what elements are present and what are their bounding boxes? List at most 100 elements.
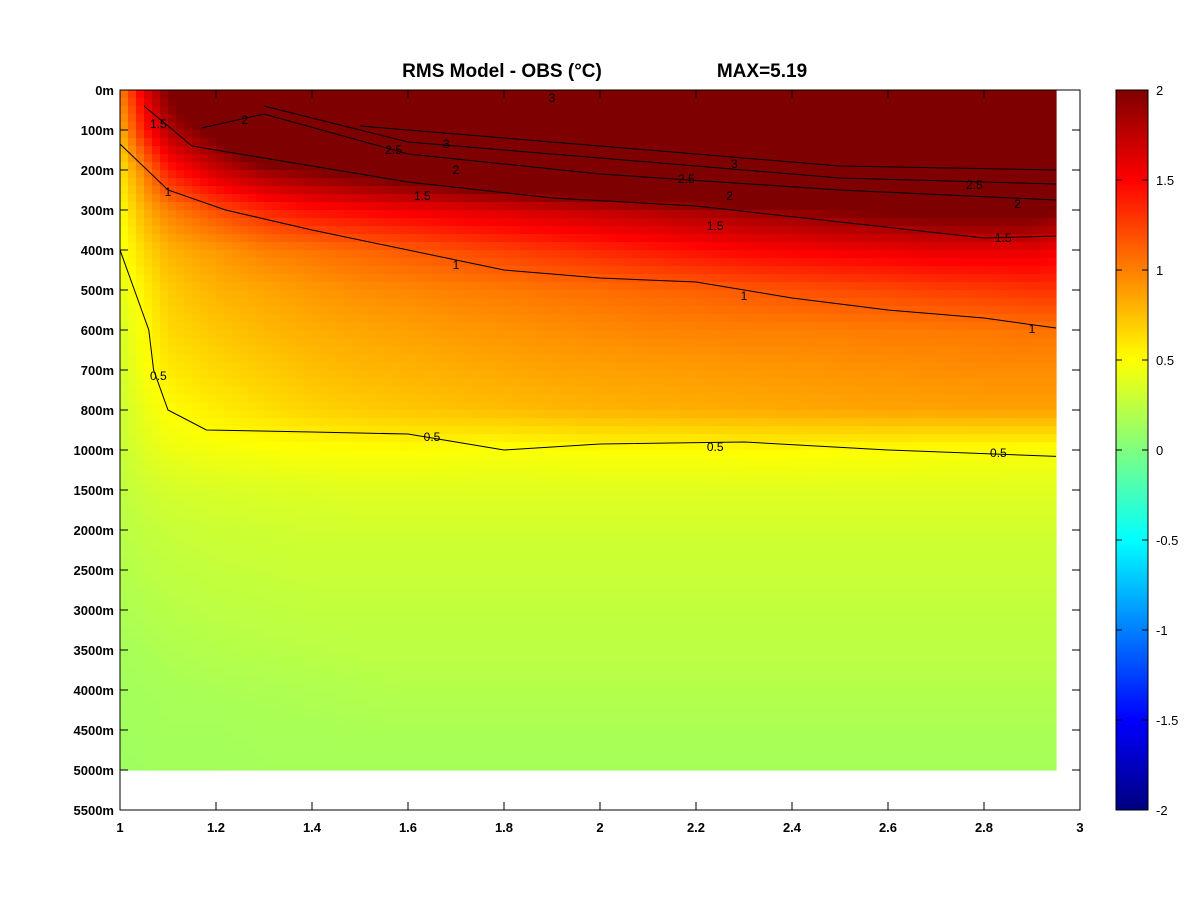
heatmap-cell <box>712 114 721 123</box>
heatmap-cell <box>800 394 809 403</box>
heatmap-cell <box>664 162 673 171</box>
heatmap-cell <box>128 178 137 187</box>
heatmap-cell <box>920 338 929 347</box>
heatmap-cell <box>704 306 713 315</box>
heatmap-cell <box>744 106 753 115</box>
heatmap-cell <box>312 290 321 299</box>
heatmap-cell <box>648 226 657 235</box>
heatmap-cell <box>928 290 937 299</box>
heatmap-cell <box>952 418 961 427</box>
heatmap-cell <box>560 274 569 283</box>
heatmap-cell <box>664 90 673 99</box>
heatmap-cell <box>344 282 353 291</box>
heatmap-cell <box>184 234 193 243</box>
heatmap-cell <box>256 210 265 219</box>
heatmap-cell <box>368 226 377 235</box>
heatmap-cell <box>1000 362 1009 371</box>
heatmap-cell <box>304 274 313 283</box>
heatmap-cell <box>1016 162 1025 171</box>
heatmap-cell <box>544 410 553 419</box>
heatmap-cell <box>1008 138 1017 147</box>
heatmap-cell <box>136 322 145 331</box>
heatmap-cell <box>992 154 1001 163</box>
heatmap-cell <box>840 354 849 363</box>
heatmap-cell <box>568 402 577 411</box>
heatmap-cell <box>312 314 321 323</box>
heatmap-cell <box>384 338 393 347</box>
heatmap-cell <box>1000 218 1009 227</box>
heatmap-cell <box>480 250 489 259</box>
heatmap-cell <box>344 258 353 267</box>
heatmap-cell <box>536 274 545 283</box>
heatmap-cell <box>1048 266 1057 275</box>
heatmap-cell <box>632 186 641 195</box>
heatmap-cell <box>256 354 265 363</box>
heatmap-cell <box>168 138 177 147</box>
heatmap-cell <box>768 202 777 211</box>
heatmap-cell <box>760 218 769 227</box>
heatmap-cell <box>416 194 425 203</box>
heatmap-cell <box>776 370 785 379</box>
heatmap-cell <box>696 154 705 163</box>
heatmap-cell <box>888 234 897 243</box>
heatmap-cell <box>816 242 825 251</box>
heatmap-cell <box>224 378 233 387</box>
heatmap-cell <box>720 258 729 267</box>
heatmap-cell <box>944 274 953 283</box>
heatmap-cell <box>744 362 753 371</box>
heatmap-cell <box>888 146 897 155</box>
heatmap-cell <box>136 338 145 347</box>
heatmap-cell <box>1024 226 1033 235</box>
heatmap-cell <box>880 298 889 307</box>
heatmap-cell <box>528 98 537 107</box>
heatmap-cell <box>328 162 337 171</box>
heatmap-cell <box>504 282 513 291</box>
heatmap-cell <box>776 202 785 211</box>
heatmap-cell <box>352 402 361 411</box>
heatmap-cell <box>848 98 857 107</box>
heatmap-cell <box>992 274 1001 283</box>
heatmap-cell <box>912 330 921 339</box>
heatmap-cell <box>800 418 809 427</box>
heatmap-cell <box>448 370 457 379</box>
heatmap-cell <box>616 162 625 171</box>
heatmap-cell <box>216 314 225 323</box>
heatmap-cell <box>792 106 801 115</box>
heatmap-cell <box>936 194 945 203</box>
heatmap-cell <box>952 274 961 283</box>
heatmap-cell <box>720 370 729 379</box>
heatmap-cell <box>520 106 529 115</box>
heatmap-cell <box>1008 322 1017 331</box>
heatmap-cell <box>440 314 449 323</box>
heatmap-cell <box>936 394 945 403</box>
heatmap-cell <box>272 250 281 259</box>
heatmap-cell <box>424 386 433 395</box>
heatmap-cell <box>1040 410 1049 419</box>
heatmap-cell <box>936 202 945 211</box>
heatmap-cell <box>968 362 977 371</box>
heatmap-cell <box>728 226 737 235</box>
heatmap-cell <box>136 186 145 195</box>
heatmap-cell <box>608 346 617 355</box>
heatmap-cell <box>608 122 617 131</box>
heatmap-cell <box>600 242 609 251</box>
heatmap-cell <box>800 410 809 419</box>
heatmap-cell <box>336 226 345 235</box>
heatmap-cell <box>344 266 353 275</box>
heatmap-cell <box>608 370 617 379</box>
heatmap-cell <box>1048 418 1057 427</box>
heatmap-cell <box>864 298 873 307</box>
heatmap-cell <box>240 282 249 291</box>
heatmap-cell <box>816 154 825 163</box>
heatmap-cell <box>496 354 505 363</box>
heatmap-cell <box>480 402 489 411</box>
heatmap-cell <box>408 274 417 283</box>
heatmap-cell <box>744 346 753 355</box>
heatmap-cell <box>688 218 697 227</box>
heatmap-cell <box>864 186 873 195</box>
heatmap-cell <box>792 362 801 371</box>
heatmap-cell <box>768 170 777 179</box>
heatmap-cell <box>576 266 585 275</box>
heatmap-cell <box>1040 202 1049 211</box>
heatmap-cell <box>712 314 721 323</box>
